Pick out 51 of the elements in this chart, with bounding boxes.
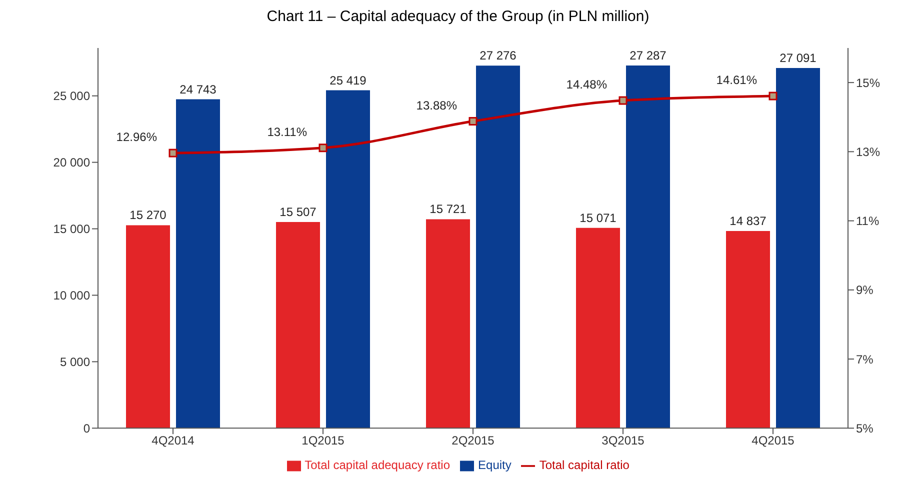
bar [776, 68, 820, 428]
y2-tick-label: 15% [856, 76, 880, 90]
legend-label: Total capital ratio [539, 458, 630, 472]
data-label: 14 837 [730, 214, 767, 228]
bar [626, 65, 670, 428]
y-tick-label: 25 000 [53, 89, 90, 104]
point [768, 92, 778, 100]
y-tick-label: 15 000 [53, 222, 90, 236]
data-label: 13.11% [267, 124, 308, 139]
bar [426, 219, 470, 428]
data-label: 14.61% [716, 73, 758, 88]
data-label: 15 270 [130, 208, 167, 222]
y2-tick-label: 9% [856, 283, 874, 298]
bar [176, 99, 220, 428]
legend-label: Equity [478, 458, 512, 472]
data-label: 24 743 [180, 82, 217, 96]
y2-tick-label: 5% [856, 421, 874, 436]
point [318, 144, 328, 152]
x-tick-label: 4Q2014 [152, 434, 195, 448]
x-tick-label: 2Q2015 [452, 434, 495, 448]
point [618, 96, 628, 105]
y2-tick-label: 11% [856, 214, 880, 228]
point [468, 117, 478, 126]
data-label: 27 287 [630, 48, 667, 62]
data-label: 27 276 [480, 48, 517, 63]
y2-tick-label: 13% [856, 144, 880, 159]
chart-title: Chart 11 – Capital adequacy of the Group (in PLN million) [266, 8, 650, 27]
y-tick-label: 0 [83, 421, 90, 436]
legend-label: Total capital adequacy ratio [304, 458, 450, 472]
data-label: 12.96% [116, 130, 158, 144]
x-tick-label: 1Q2015 [302, 434, 345, 448]
bar [126, 225, 170, 428]
bar [726, 230, 770, 428]
bar [326, 90, 370, 428]
data-label: 25 419 [330, 73, 367, 88]
data-label: 27 091 [780, 51, 817, 66]
data-label: 15 071 [580, 210, 617, 225]
point [168, 148, 178, 158]
data-label: 15 721 [430, 202, 467, 216]
y-tick-label: 20 000 [53, 156, 90, 170]
x-tick-label: 3Q2015 [602, 434, 645, 448]
bar [476, 66, 520, 428]
data-label: 13.88% [416, 98, 458, 112]
data-label: 15 507 [280, 205, 317, 220]
bar [576, 228, 620, 428]
y-tick-label: 5 000 [60, 354, 90, 369]
bar [276, 222, 320, 428]
x-tick-label: 4Q2015 [752, 434, 795, 448]
y2-tick-label: 7% [856, 352, 874, 366]
y-tick-label: 10 000 [53, 288, 90, 303]
data-label: 14.48% [566, 78, 608, 92]
